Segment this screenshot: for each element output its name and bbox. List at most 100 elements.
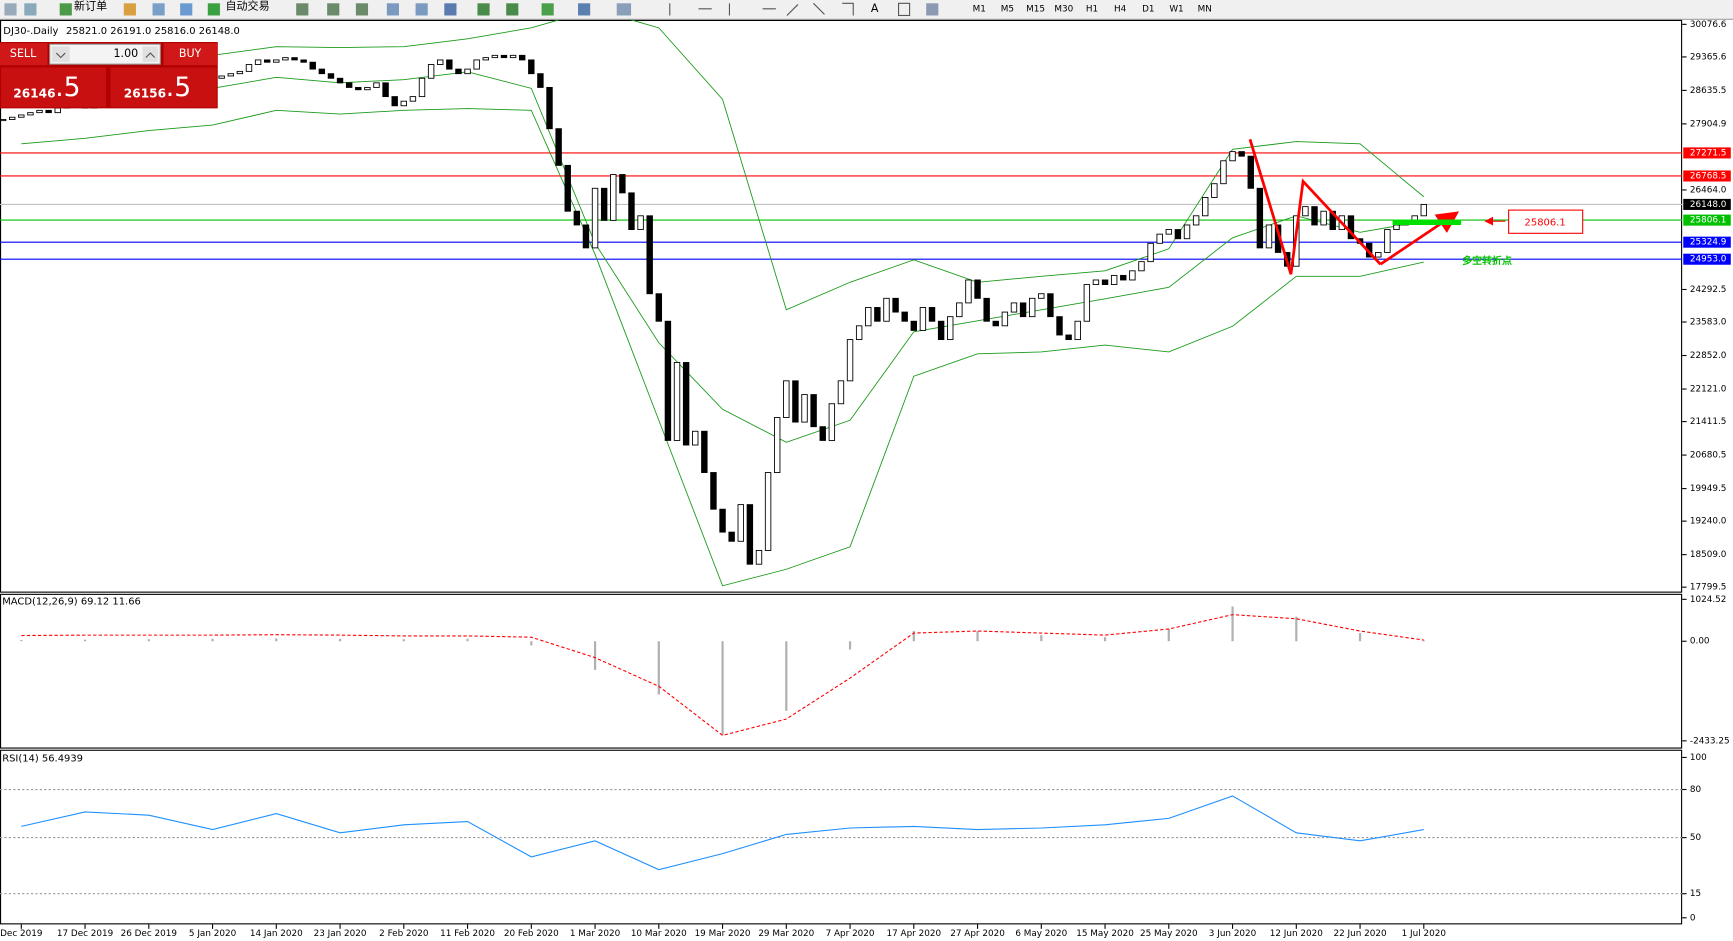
svg-text:A: A (871, 2, 879, 15)
macd-bar (1231, 606, 1234, 642)
macd-bar (147, 639, 150, 642)
x-tick-label: 12 Jun 2020 (1270, 929, 1323, 939)
x-tick-label: 22 Jun 2020 (1334, 929, 1387, 939)
symbol-label: DJ30-.Daily 25821.0 26191.0 25816.0 2614… (3, 26, 240, 37)
y-tick-label: 80 (1690, 785, 1702, 795)
candle (1220, 160, 1227, 185)
y-tick-label: 23583.0 (1690, 318, 1727, 328)
candle (1174, 229, 1182, 240)
candle (1083, 284, 1091, 322)
y-tick-label: 15 (1690, 889, 1701, 899)
timeframe-button[interactable]: M30 (1054, 4, 1073, 14)
price-tag (1683, 147, 1731, 159)
price-tag-label: 25324.9 (1690, 238, 1727, 248)
main-panel (0, 19, 1683, 593)
timeframe-button[interactable]: M15 (1026, 4, 1045, 14)
candle (482, 57, 489, 61)
candle (755, 550, 763, 565)
y-tick-label: 21411.5 (1690, 417, 1727, 427)
buy-price-box[interactable] (110, 67, 217, 108)
candle (1320, 210, 1327, 226)
candle (737, 504, 744, 542)
candle (263, 59, 271, 63)
candle (710, 472, 717, 510)
candle (1420, 203, 1428, 217)
x-tick-label: 5 Jan 2020 (189, 929, 237, 939)
candle (582, 224, 590, 249)
candle (500, 54, 508, 59)
x-tick-label: 26 Dec 2019 (121, 929, 177, 939)
macd-panel (0, 593, 1683, 749)
symbol: DJ30-.Daily (3, 26, 58, 37)
candle (218, 75, 225, 79)
candle (300, 59, 307, 63)
timeframe-button[interactable]: H4 (1114, 4, 1127, 14)
candle (1384, 229, 1391, 253)
rsi-label: RSI(14) 56.4939 (2, 754, 83, 765)
price-box (1508, 209, 1584, 234)
x-tick-label: 1 Mar 2020 (570, 929, 621, 939)
auto-trading-button[interactable]: 自动交易 (225, 0, 269, 13)
candle (1156, 233, 1163, 244)
timeframe-button[interactable]: W1 (1169, 4, 1183, 14)
candle (537, 73, 544, 88)
y-tick-label: 28635.5 (1690, 86, 1727, 96)
candle (555, 128, 562, 166)
new-order-button[interactable]: 新订单 (74, 0, 107, 13)
candle (773, 417, 781, 473)
candle (828, 403, 836, 441)
macd-bar (402, 639, 405, 642)
candle (965, 279, 972, 304)
zigzag-annotation (1248, 138, 1382, 275)
x-tick-label: 1 Jul 2020 (1402, 929, 1447, 939)
candle (1038, 293, 1045, 299)
candle (437, 59, 444, 65)
candle (309, 61, 316, 70)
candle (892, 297, 899, 313)
toolbar (0, 0, 1733, 19)
candle (336, 77, 344, 84)
timeframe-button[interactable]: H1 (1086, 4, 1098, 14)
macd-signal (21, 614, 1424, 737)
sell-price-box[interactable] (1, 67, 107, 108)
timeframe-button[interactable]: D1 (1142, 4, 1154, 14)
one-click-trading: SELL 1.00 BUY 26146 .5 26156 .5 (0, 42, 218, 109)
y-tick-label: 0 (1690, 913, 1696, 923)
x-tick-label: 29 Mar 2020 (758, 929, 814, 939)
candle (254, 59, 262, 65)
timeframe-button[interactable]: MN (1198, 4, 1212, 14)
candle (1229, 151, 1236, 162)
price-tag (1683, 198, 1731, 210)
y-tick-label: 26464.0 (1690, 185, 1727, 195)
candle (427, 64, 435, 79)
macd-bar (1040, 635, 1043, 642)
price-tag (1683, 170, 1731, 182)
bollinger-band (21, 71, 1424, 443)
timeframe-button[interactable]: M5 (1001, 4, 1014, 14)
candle (928, 307, 936, 322)
candle (1375, 252, 1382, 258)
candle (528, 59, 535, 75)
candle (318, 68, 326, 75)
y-tick-label: 30076.6 (1690, 20, 1727, 30)
candle (983, 297, 990, 322)
toolbar-icons: A (4, 2, 939, 17)
candle (236, 70, 244, 75)
buy-button[interactable] (163, 43, 218, 66)
candle (364, 86, 371, 91)
candle (391, 96, 398, 107)
candle (764, 472, 772, 551)
candle (910, 320, 918, 331)
sell-text: SELL (10, 47, 37, 60)
candle (883, 297, 890, 322)
lots[interactable]: 1.00 (114, 47, 139, 60)
candle (27, 112, 34, 116)
main-plot (0, 19, 1683, 587)
candle (546, 86, 553, 130)
candle (1247, 155, 1254, 189)
candle (1056, 316, 1063, 336)
candle (664, 320, 672, 441)
candle (1183, 224, 1191, 240)
timeframe-button[interactable]: M1 (973, 4, 986, 14)
sell-button[interactable] (0, 43, 48, 66)
